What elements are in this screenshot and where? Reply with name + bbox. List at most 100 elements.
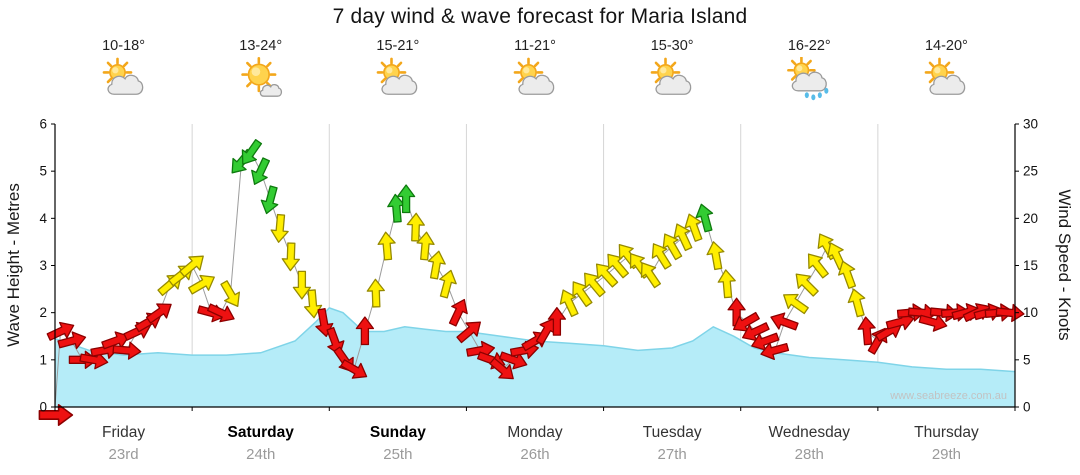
wind-arrow [783,293,809,315]
wind-arrow [751,332,780,351]
watermark-text: www.seabreeze.com.au [889,390,1007,402]
wind-arrow [684,213,703,242]
right-axis-tick-label: 10 [1023,305,1038,320]
day-date-label: 25th [383,446,412,463]
wind-arrow [918,314,948,332]
left-axis-title: Wave Height - Metres [4,183,23,347]
wind-arrow [112,341,142,360]
wind-arrow [281,242,300,272]
left-axis-tick-label: 4 [39,211,47,226]
wind-arrow [79,351,109,370]
wind-arrow [340,359,368,379]
wind-arrow [838,260,857,289]
wind-arrow [387,193,406,223]
wind-arrow [732,311,760,332]
chart-title: 7 day wind & wave forecast for Maria Isl… [332,5,748,28]
left-axis-tick-label: 0 [39,400,47,415]
right-axis-tick-label: 15 [1023,258,1038,273]
wind-arrow [995,303,1025,323]
sun-cloud-icon [513,57,555,95]
wind-arrow [270,213,289,243]
weather-day: 10-18° [72,38,176,108]
wind-arrow [355,316,375,346]
wind-arrow [847,288,866,318]
day-date-label: 29th [932,446,961,463]
wind-arrow [607,253,629,279]
wind-arrow [206,303,235,323]
wind-arrow [251,157,271,185]
wind-arrow [220,280,241,308]
left-axis-tick-label: 2 [39,305,47,320]
wind-arrow [595,263,619,288]
weather-day: 15-21° [346,38,450,108]
wind-arrow [396,184,416,214]
right-axis-tick-label: 20 [1023,211,1038,226]
right-axis-title: Wind Speed - Knots [1055,189,1074,341]
weather-row: 10-18° 13-24° 15-21° 11-21° 15-30° 16-22° 14-2… [0,0,1080,125]
wind-arrow [456,321,481,344]
wind-arrow [46,321,75,341]
day-name-label: Sunday [370,424,426,441]
wind-arrow [662,233,683,261]
sun-cloud-icon [650,57,692,95]
wind-arrow [547,306,567,336]
day-name-label: Thursday [914,424,979,441]
wind-arrow [292,270,312,300]
temperature-range: 16-22° [787,38,831,54]
wave-height-edge [54,307,1016,373]
temperature-range: 15-21° [376,38,420,54]
wind-arrow [57,331,87,350]
wind-arrow [640,262,662,289]
wind-arrow [377,231,396,261]
wind-arrow [260,185,279,215]
day-date-label: 28th [795,446,824,463]
wind-arrow [742,322,770,342]
wind-arrow [673,223,693,252]
sun-cloud-icon [376,57,418,95]
wind-arrow [188,274,215,295]
wind-arrow [559,289,579,318]
left-axis-tick-label: 5 [39,164,47,179]
wind-arrow [38,404,74,426]
wind-arrow [760,342,790,361]
weather-day: 13-24° [209,38,313,108]
wind-arrow [366,278,385,308]
wind-arrow [795,273,819,297]
wind-arrow [584,272,606,298]
day-name-label: Tuesday [643,424,702,441]
wind-arrow [416,231,435,261]
left-axis-tick-label: 3 [39,258,47,273]
sun-cloud-rain-icon [787,55,829,101]
wind-arrow [695,203,714,233]
temperature-range: 15-30° [650,38,694,54]
temperature-range: 11-21° [514,38,556,54]
wind-arrow [145,303,172,324]
day-date-label: 24th [246,446,275,463]
left-axis-tick-label: 1 [39,352,47,367]
wind-arrow [651,243,672,270]
sunny-small-cloud-icon [240,57,282,97]
wind-arrow [448,298,468,327]
left-axis-tick-label: 6 [39,117,47,132]
wave-height-area [55,307,1015,407]
weather-day: 11-21° [483,38,587,108]
right-axis-tick-label: 30 [1023,117,1038,132]
wind-arrow [770,312,799,331]
wind-arrow [706,241,725,271]
weather-day: 14-20° [894,38,998,108]
wind-arrow [489,357,514,380]
wind-arrow [499,351,528,370]
day-name-label: Friday [102,424,145,441]
day-date-label: 23rd [109,446,139,463]
wind-arrow [427,250,446,280]
temperature-range: 13-24° [239,38,283,54]
weather-day: 15-30° [620,38,724,108]
day-name-label: Wednesday [768,424,850,441]
day-name-label: Saturday [228,424,295,441]
wind-arrow [303,289,323,319]
day-name-label: Monday [507,424,562,441]
temperature-range: 14-20° [924,38,968,54]
wind-arrow [101,331,130,350]
